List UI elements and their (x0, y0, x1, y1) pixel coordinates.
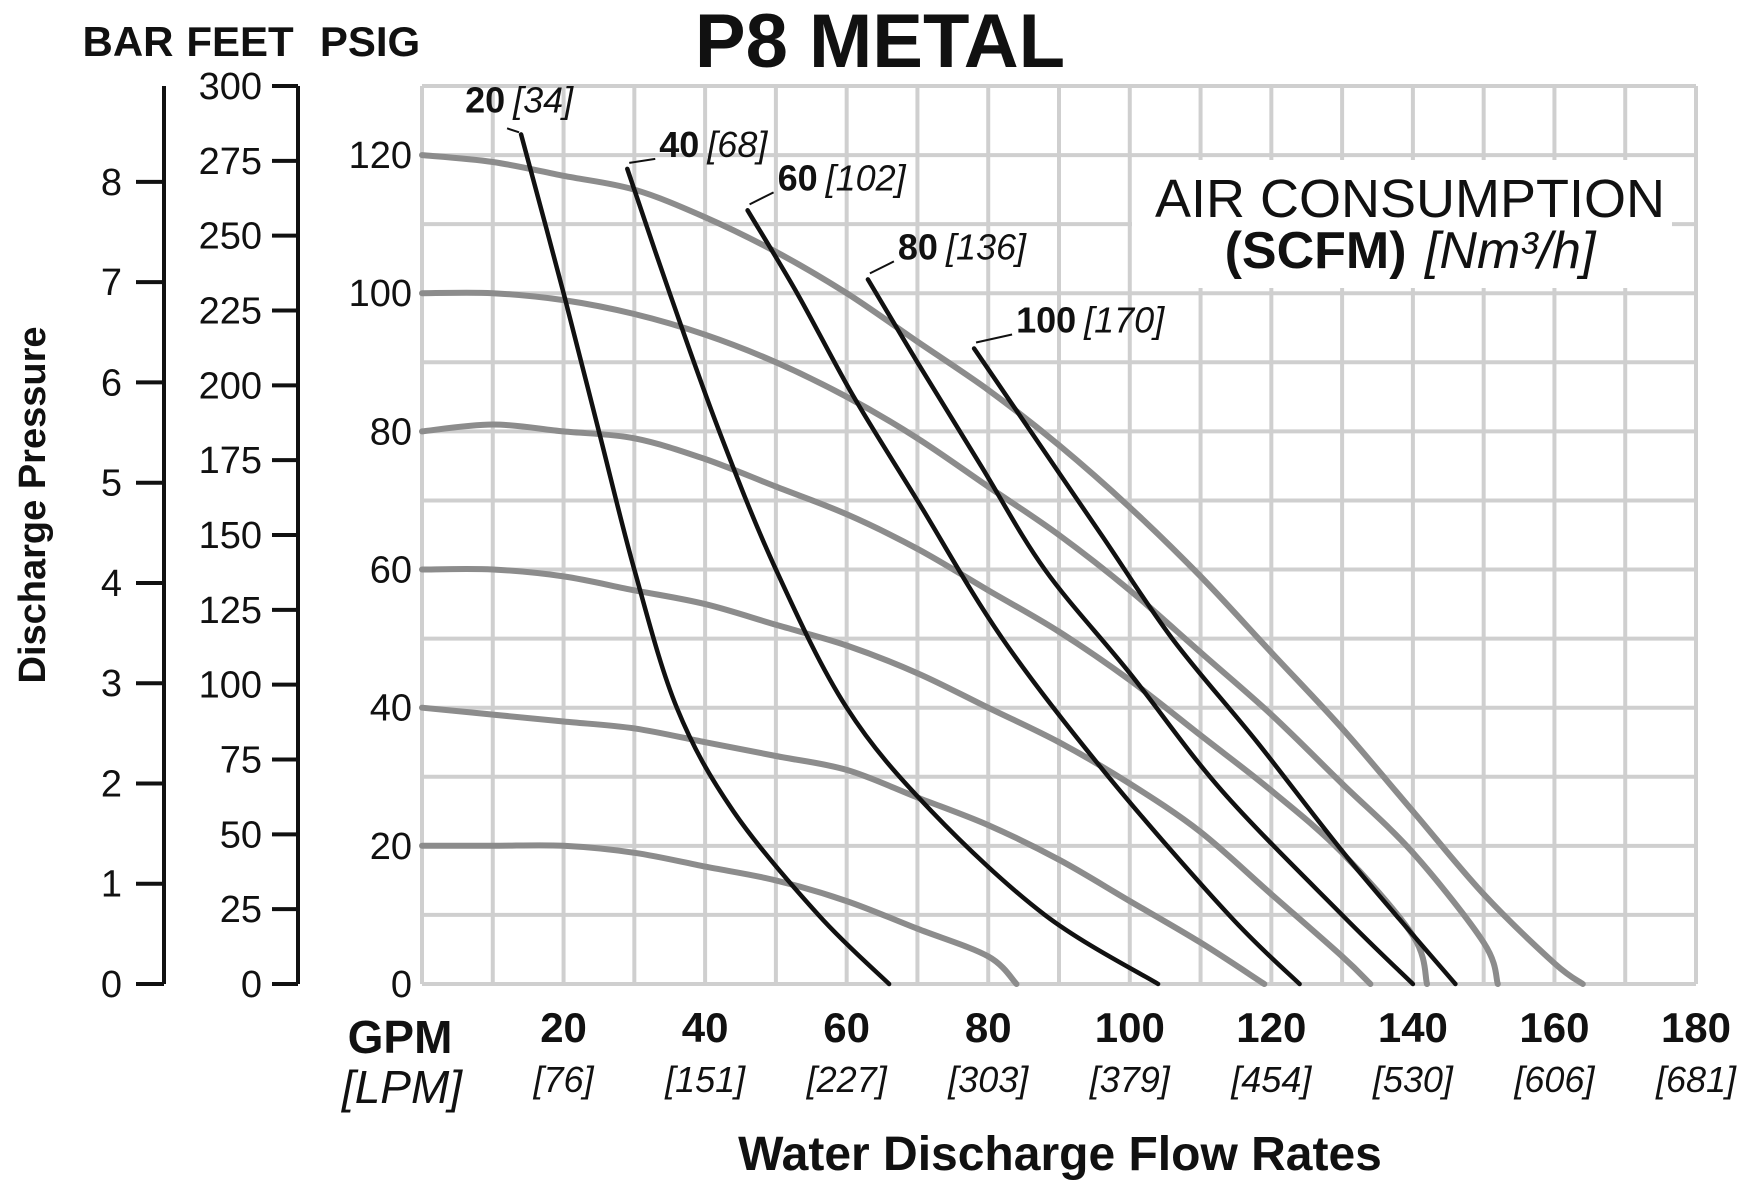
psig-scale-header: PSIG (320, 18, 420, 65)
air-consumption-unit-alt: [Nm³/h] (1424, 222, 1597, 280)
air-curve-value: 100 (1016, 299, 1076, 340)
feet-tick-label: 150 (199, 515, 262, 557)
feet-tick-label: 200 (199, 365, 262, 407)
x-tick-alt-label: [530] (1372, 1059, 1454, 1100)
psig-tick-label: 20 (370, 826, 412, 868)
air-curve-leader (869, 260, 895, 275)
air-curve-20-scfm (518, 132, 892, 987)
feet-tick-label: 25 (220, 889, 262, 931)
feet-tick-label: 225 (199, 291, 262, 333)
air-curve-label-20: 20 [34] (465, 79, 574, 120)
psig-tick-label: 0 (391, 964, 412, 1006)
x-tick-alt-label: [303] (947, 1059, 1029, 1100)
air-curve-leader (749, 191, 775, 206)
bar-tick-label: 6 (101, 362, 122, 404)
x-tick-alt-label: [151] (664, 1059, 746, 1100)
air-curve-80-scfm (865, 277, 1416, 987)
air-curve-value-alt: [170] (1083, 299, 1165, 340)
feet-tick-label: 300 (199, 66, 262, 108)
air-curve-value: 60 (778, 157, 818, 198)
performance-curve-40-psig (419, 704, 1268, 987)
x-tick-alt-label: [227] (806, 1059, 888, 1100)
x-tick-label: 180 (1661, 1004, 1731, 1051)
air-curve-value: 20 (465, 79, 505, 120)
air-curve-label-60: 60 [102] (778, 157, 907, 198)
air-curve-leader (975, 333, 1013, 344)
feet-tick-label: 50 (220, 814, 262, 856)
x-tick-label: 20 (540, 1004, 587, 1051)
x-tick-alt-label: [454] (1230, 1059, 1312, 1100)
x-tick-label: 40 (682, 1004, 729, 1051)
air-curve-value-alt: [68] (706, 124, 768, 165)
psig-tick-label: 80 (370, 411, 412, 453)
performance-curve-80-psig (419, 421, 1430, 987)
chart-title: P8 METAL (695, 0, 1065, 84)
air-curve-value-alt: [34] (512, 79, 574, 120)
y-axis-label: Discharge Pressure (12, 327, 54, 684)
x-tick-label: 120 (1236, 1004, 1306, 1051)
air-curve-leader (629, 157, 656, 164)
x-tick-alt-label: [606] (1513, 1059, 1595, 1100)
air-curve-100-scfm (971, 346, 1458, 987)
x-tick-alt-label: [379] (1089, 1059, 1171, 1100)
feet-tick-label: 100 (199, 665, 262, 707)
x-unit-label: GPM (348, 1011, 453, 1063)
air-curve-value-alt: [102] (825, 157, 907, 198)
feet-tick-label: 250 (199, 216, 262, 258)
bar-scale-header: BAR (83, 18, 174, 65)
psig-tick-label: 40 (370, 688, 412, 730)
x-tick-alt-label: [681] (1655, 1059, 1737, 1100)
air-consumption-title: AIR CONSUMPTION (1155, 169, 1665, 229)
performance-curve-60-psig (419, 566, 1374, 987)
feet-tick-label: 125 (199, 590, 262, 632)
bar-tick-label: 5 (101, 463, 122, 505)
x-tick-label: 80 (965, 1004, 1012, 1051)
air-curve-value: 80 (898, 226, 938, 267)
feet-tick-label: 75 (220, 740, 262, 782)
x-axis-label: Water Discharge Flow Rates (738, 1128, 1382, 1181)
air-curve-40-scfm (625, 166, 1161, 987)
bar-tick-label: 7 (101, 262, 122, 304)
air-curve-60-scfm (745, 208, 1302, 987)
air-consumption-curves: 20 [34] 40 [68]60 [102] 80 [136] 100 [170] (465, 79, 1458, 987)
bar-tick-label: 1 (101, 864, 122, 906)
air-curve-leader (506, 127, 520, 134)
psig-tick-label: 100 (349, 273, 412, 315)
bar-tick-label: 2 (101, 763, 122, 805)
feet-tick-label: 175 (199, 440, 262, 482)
bar-tick-label: 3 (101, 663, 122, 705)
x-tick-label: 60 (823, 1004, 870, 1051)
feet-tick-label: 275 (199, 141, 262, 183)
x-tick-label: 140 (1378, 1004, 1448, 1051)
bar-tick-label: 4 (101, 563, 122, 605)
bar-tick-label: 0 (101, 964, 122, 1006)
axis-ticks: 0204060801001200255075100125150175200225… (101, 66, 1737, 1100)
air-curve-label-100: 100 [170] (1016, 299, 1165, 340)
x-unit-alt-label: [LPM] (341, 1061, 463, 1113)
performance-curve-20-psig (419, 842, 1020, 987)
air-curve-value-alt: [136] (945, 226, 1027, 267)
x-tick-alt-label: [76] (533, 1059, 595, 1100)
psig-tick-label: 120 (349, 135, 412, 177)
air-curve-label-80: 80 [136] (898, 226, 1027, 267)
feet-scale-header: FEET (186, 18, 294, 65)
feet-tick-label: 0 (241, 964, 262, 1006)
bar-tick-label: 8 (101, 162, 122, 204)
air-consumption-unit-line: (SCFM) [Nm³/h] (1225, 222, 1597, 280)
air-curve-value: 40 (659, 124, 699, 165)
air-consumption-unit: (SCFM) (1225, 222, 1407, 280)
x-tick-label: 100 (1095, 1004, 1165, 1051)
air-legend-background (1132, 160, 1672, 288)
psig-tick-label: 60 (370, 550, 412, 592)
air-curve-label-40: 40 [68] (659, 124, 768, 165)
x-tick-label: 160 (1519, 1004, 1589, 1051)
